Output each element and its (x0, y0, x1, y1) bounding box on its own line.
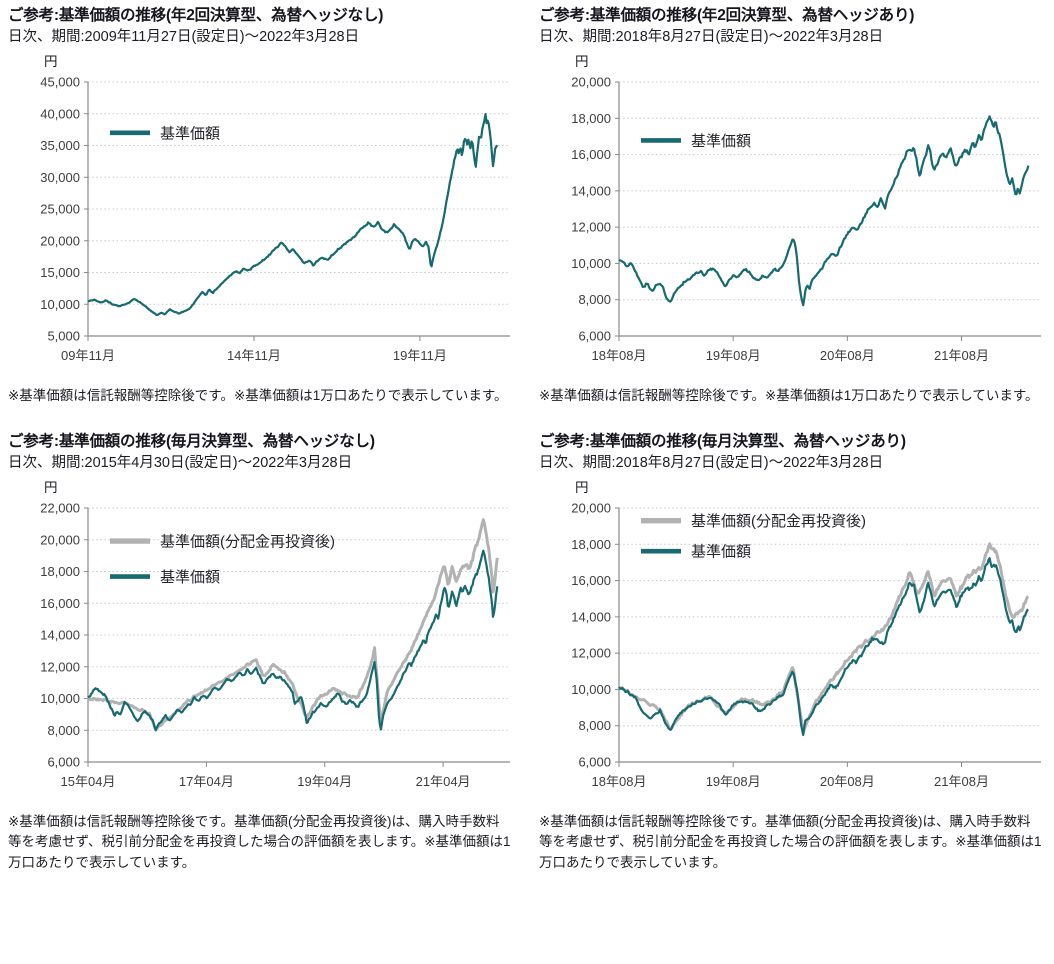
y-tick-label: 6,000 (578, 328, 611, 343)
y-tick-label: 10,000 (571, 256, 611, 271)
y-tick-label: 14,000 (571, 610, 611, 625)
y-tick-label: 18,000 (40, 564, 80, 579)
y-tick-label: 8,000 (578, 718, 611, 733)
x-tick-label: 19年08月 (706, 774, 761, 789)
x-tick-label: 17年04月 (179, 774, 234, 789)
x-tick-label: 20年08月 (820, 774, 875, 789)
x-tick-label: 19年04月 (297, 774, 352, 789)
x-tick-label: 18年08月 (592, 774, 647, 789)
x-tick-label: 21年08月 (934, 774, 989, 789)
y-tick-label: 12,000 (40, 659, 80, 674)
nav-line-chart: 5,000 10,000 15,000 20,000 25,000 30,000 35,00… (40, 74, 510, 363)
y-tick-label: 8,000 (578, 292, 611, 307)
legend-label: 基準価額(分配金再投資後) (160, 534, 335, 551)
chart-footnote: ※基準価額は信託報酬等控除後です。基準価額(分配金再投資後)は、購入時手数料等を… (8, 814, 511, 870)
x-tick-label: 14年11月 (227, 348, 281, 363)
y-axis-unit-label: 円 (575, 53, 589, 69)
legend-label: 基準価額 (160, 125, 220, 142)
chart-title: ご参考:基準価額の推移(年2回決算型、為替ヘッジなし) (8, 7, 384, 24)
y-tick-label: 16,000 (40, 596, 80, 611)
y-tick-label: 20,000 (571, 74, 611, 89)
y-tick-label: 10,000 (40, 691, 80, 706)
y-tick-label: 18,000 (571, 111, 611, 126)
panel-monthly-hedged: ご参考:基準価額の推移(毎月決算型、為替ヘッジあり) 日次、期間:2018年8月… (539, 432, 1054, 873)
x-tick-label: 21年08月 (934, 348, 989, 363)
y-tick-label: 6,000 (578, 755, 611, 770)
y-tick-label: 10,000 (571, 682, 611, 697)
y-tick-label: 16,000 (571, 573, 611, 588)
y-axis-unit-label: 円 (44, 480, 58, 496)
y-tick-label: 6,000 (47, 755, 80, 770)
y-axis-unit-label: 円 (575, 480, 589, 496)
y-tick-label: 15,000 (40, 265, 80, 280)
reinvested-line (617, 542, 1030, 735)
y-tick-label: 14,000 (40, 628, 80, 643)
y-tick-label: 20,000 (40, 233, 80, 248)
x-tick-label: 21年04月 (416, 774, 471, 789)
x-tick-label: 19年11月 (393, 348, 447, 363)
nav-line (87, 549, 499, 732)
y-tick-label: 18,000 (571, 537, 611, 552)
y-axis-unit-label: 円 (44, 53, 58, 69)
panel-monthly-unhedged: ご参考:基準価額の推移(毎月決算型、為替ヘッジなし) 日次、期間:2015年4月… (8, 432, 523, 873)
chart-footnote: ※基準価額は信託報酬等控除後です。※基準価額は1万口あたりで表示しています。 (8, 387, 508, 403)
x-tick-label: 19年08月 (706, 348, 761, 363)
legend-item: 基準価額 (641, 544, 751, 561)
x-tick-label: 18年08月 (592, 348, 647, 363)
y-tick-label: 40,000 (40, 106, 80, 121)
chart-subtitle: 日次、期間:2018年8月27日(設定日)〜2022年3月28日 (539, 455, 884, 472)
chart-subtitle: 日次、期間:2015年4月30日(設定日)〜2022年3月28日 (8, 455, 353, 472)
nav-line (618, 115, 1030, 307)
y-tick-label: 10,000 (40, 297, 80, 312)
y-tick-label: 12,000 (571, 220, 611, 235)
panel-semiannual-hedged: ご参考:基準価額の推移(年2回決算型、為替ヘッジあり) 日次、期間:2018年8… (539, 6, 1054, 406)
y-tick-label: 5,000 (47, 328, 80, 343)
x-tick-label: 09年11月 (61, 348, 115, 363)
chart-title: ご参考:基準価額の推移(毎月決算型、為替ヘッジなし) (8, 433, 375, 451)
legend-item: 基準価額(分配金再投資後) (641, 513, 866, 530)
y-tick-label: 20,000 (40, 532, 80, 547)
legend-label: 基準価額(分配金再投資後) (691, 513, 866, 530)
legend-label: 基準価額 (691, 133, 751, 150)
nav-line (87, 112, 499, 317)
x-tick-label: 15年04月 (61, 774, 116, 789)
chart-subtitle: 日次、期間:2018年8月27日(設定日)〜2022年3月28日 (539, 29, 884, 46)
nav-line-chart: 6,000 8,000 10,000 12,000 14,000 16,000 18,000… (40, 501, 510, 789)
panel-semiannual-unhedged: ご参考:基準価額の推移(年2回決算型、為替ヘッジなし) 日次、期間:2009年1… (8, 6, 523, 406)
legend-item: 基準価額 (110, 125, 220, 142)
charts-grid: ご参考:基準価額の推移(年2回決算型、為替ヘッジなし) 日次、期間:2009年1… (8, 6, 1054, 873)
y-tick-label: 22,000 (40, 501, 80, 516)
y-tick-label: 16,000 (571, 147, 611, 162)
chart-subtitle: 日次、期間:2009年11月27日(設定日)〜2022年3月28日 (8, 29, 360, 46)
y-tick-label: 12,000 (571, 646, 611, 661)
chart-title: ご参考:基準価額の推移(年2回決算型、為替ヘッジあり) (539, 7, 915, 24)
y-tick-label: 8,000 (47, 723, 80, 738)
legend-item: 基準価額 (641, 133, 751, 150)
y-tick-label: 35,000 (40, 138, 80, 153)
chart-footnote: ※基準価額は信託報酬等控除後です。基準価額(分配金再投資後)は、購入時手数料等を… (539, 814, 1042, 870)
y-tick-label: 30,000 (40, 170, 80, 185)
legend-label: 基準価額 (160, 569, 220, 586)
x-tick-label: 20年08月 (820, 348, 875, 363)
nav-line-chart: 6,000 8,000 10,000 12,000 14,000 16,000 18,000… (571, 74, 1041, 363)
legend-label: 基準価額 (691, 544, 751, 561)
chart-footnote: ※基準価額は信託報酬等控除後です。※基準価額は1万口あたりで表示しています。 (539, 387, 1039, 403)
y-tick-label: 25,000 (40, 201, 80, 216)
legend-item: 基準価額 (110, 569, 220, 586)
chart-title: ご参考:基準価額の推移(毎月決算型、為替ヘッジあり) (539, 433, 906, 451)
nav-line-chart: 6,000 8,000 10,000 12,000 14,000 16,000 18,000… (571, 501, 1041, 789)
nav-line (618, 557, 1029, 737)
y-tick-label: 20,000 (571, 501, 611, 516)
y-tick-label: 45,000 (40, 74, 80, 89)
y-tick-label: 14,000 (571, 183, 611, 198)
legend-item: 基準価額(分配金再投資後) (110, 534, 335, 551)
